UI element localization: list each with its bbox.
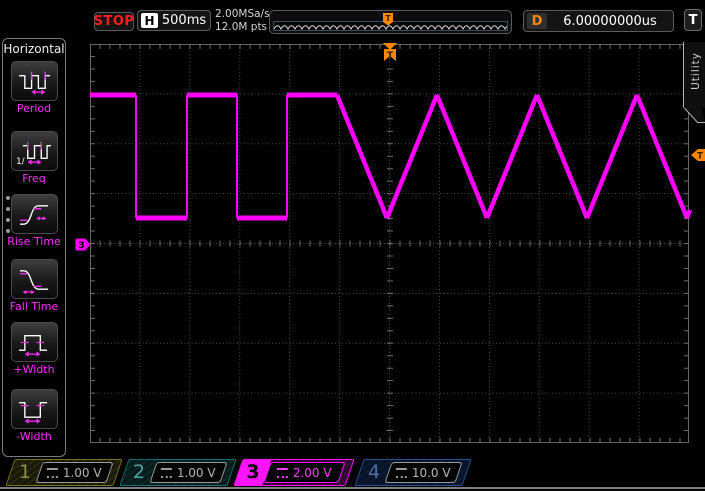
channel-1-scale-box: 1.00 V <box>35 462 114 483</box>
utility-tab[interactable]: Utility <box>683 42 705 124</box>
memory-depth: 12.0M pts <box>215 21 268 34</box>
menu-item-freq[interactable]: 1/ Freq <box>3 131 65 185</box>
menu-page-dot <box>6 229 10 233</box>
plus-width-icon <box>18 334 47 357</box>
run-state-button[interactable]: STOP <box>94 12 134 31</box>
horizontal-timebase-button[interactable]: H 500ms <box>137 10 211 31</box>
run-state-label: STOP <box>93 14 135 29</box>
horizontal-h-icon: H <box>141 13 158 28</box>
svg-text:T: T <box>387 51 394 61</box>
overview-trace <box>274 25 507 30</box>
menu-item-fall-time[interactable]: Fall Time <box>3 259 65 313</box>
period-icon <box>18 71 50 95</box>
channel-3-trace <box>90 92 693 221</box>
svg-text:3: 3 <box>78 241 84 251</box>
delay-readout[interactable]: D 6.00000000us <box>523 10 674 32</box>
dc-coupling-icon <box>277 467 289 478</box>
menu-label: +Width <box>13 363 55 376</box>
channel-3-number: 3 <box>246 461 260 483</box>
channel-1-scale: 1.00 V <box>63 465 102 480</box>
minus-width-button[interactable] <box>10 389 58 429</box>
trigger-menu-label: T <box>688 12 698 28</box>
dc-coupling-icon <box>161 467 173 478</box>
menu-item-period[interactable]: Period <box>3 61 65 115</box>
trigger-position-marker[interactable]: T <box>383 43 397 61</box>
menu-item-rise-time[interactable]: Rise Time <box>3 194 65 248</box>
sample-rate: 2.00MSa/s <box>215 8 270 20</box>
fall-time-button[interactable] <box>10 259 58 299</box>
channel-3-number-highlight: 3 <box>234 460 272 485</box>
svg-text:T: T <box>385 14 391 23</box>
minus-width-icon <box>18 401 47 424</box>
freq-icon: 1/ <box>16 141 51 166</box>
menu-label: -Width <box>16 430 52 443</box>
dc-coupling-icon <box>396 467 408 478</box>
channel-4-badge[interactable]: 4 10.0 V <box>354 459 472 486</box>
fall-time-icon <box>19 269 48 294</box>
channel-2-badge[interactable]: 2 1.00 V <box>119 459 237 486</box>
menu-label: Freq <box>22 172 46 185</box>
utility-tab-shape <box>683 42 705 123</box>
menu-label: Rise Time <box>7 235 61 248</box>
menu-page-dot <box>6 218 10 222</box>
waveform-overview-bar[interactable]: T <box>269 10 512 34</box>
channel-4-number: 4 <box>367 461 381 483</box>
channel-3-scale: 2.00 V <box>293 465 332 480</box>
channel-1-number: 1 <box>18 461 32 483</box>
trigger-position-minimap-marker[interactable]: T <box>382 12 394 26</box>
graticule-grid <box>90 44 689 443</box>
channel-3-badge[interactable]: 3 2.00 V <box>233 459 355 486</box>
channel-3-scale-box: 2.00 V <box>263 462 346 483</box>
channel-1-badge[interactable]: 1 1.00 V <box>5 459 123 486</box>
delay-value: 6.00000000us <box>563 13 657 29</box>
period-button[interactable] <box>10 61 58 101</box>
svg-text:1/: 1/ <box>16 157 25 166</box>
rise-time-icon <box>19 204 48 225</box>
screen-bottom-divider <box>0 487 705 489</box>
menu-label: Period <box>16 102 52 115</box>
channel-2-scale: 1.00 V <box>177 465 216 480</box>
menu-page-dot <box>6 207 10 211</box>
acquisition-info: 2.00MSa/s 12.0M pts <box>215 8 270 34</box>
channel-2-scale-box: 1.00 V <box>149 462 228 483</box>
channel-3-marker[interactable]: 3 <box>75 238 91 252</box>
freq-button[interactable]: 1/ <box>10 131 58 171</box>
trigger-menu-button[interactable]: T <box>684 9 702 31</box>
menu-title: Horizontal <box>3 42 65 56</box>
channel-2-number: 2 <box>132 461 146 483</box>
horizontal-measure-menu: Horizontal Period 1/ Freq <box>2 38 66 457</box>
channel-4-scale-box: 10.0 V <box>384 462 463 483</box>
rise-time-button[interactable] <box>10 194 58 234</box>
delay-d-icon: D <box>527 13 547 29</box>
utility-tab-label: Utility <box>690 52 702 90</box>
trigger-level-marker[interactable]: T <box>691 149 705 162</box>
menu-item-minus-width[interactable]: -Width <box>3 389 65 443</box>
menu-label: Fall Time <box>9 300 59 313</box>
svg-text:T: T <box>697 152 703 162</box>
menu-page-dot <box>6 196 10 200</box>
timebase-value: 500ms <box>161 13 207 28</box>
plus-width-button[interactable] <box>10 322 58 362</box>
channel-4-scale: 10.0 V <box>412 465 451 480</box>
dc-coupling-icon <box>47 467 59 478</box>
menu-item-plus-width[interactable]: +Width <box>3 322 65 376</box>
